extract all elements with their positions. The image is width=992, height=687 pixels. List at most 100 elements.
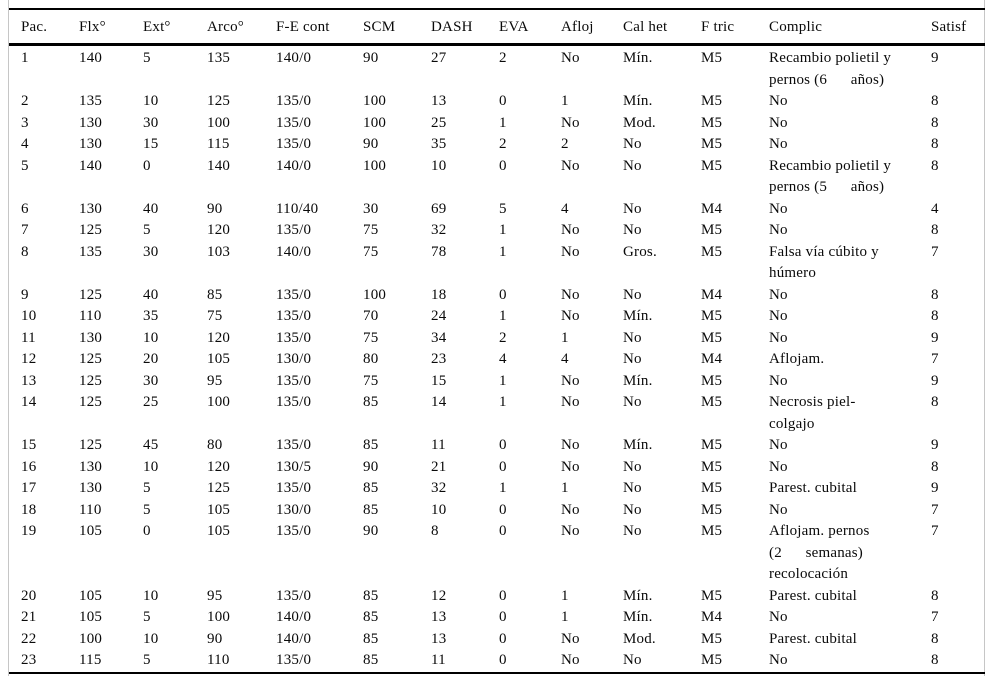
table-cell-scm: 85 [363,437,379,453]
table-cell-f-tric: M5 [701,437,723,453]
table-cell-scm: 90 [363,458,379,475]
table-cell-cal-het: No [623,157,642,174]
table-cell-ext: 10 [143,458,159,475]
table-cell-fe-cont: 140/0 [276,609,312,625]
table-cell-scm: 85 [363,630,379,647]
table-cell-dash: 35 [431,136,447,152]
table-cell-satisf: 8 [931,652,939,668]
table-cell-dash: 13 [431,630,447,647]
table-cell-satisf: 9 [931,329,939,346]
table-cell-complic: No [769,93,788,109]
table-cell-f-tric: M5 [701,587,723,604]
table-cell-f-tric: M5 [701,329,723,346]
table-cell-eva: 2 [499,136,507,152]
table-cell-satisf: 7 [931,501,939,518]
table-cell-eva: 0 [499,587,507,604]
table-row: 3 130 30 100 135/0 100 25 1 No Mod. M5 No 8 [9,113,985,135]
table-cell-complic: No [769,458,788,475]
table-cell-dash: 18 [431,286,447,303]
table-cell-dash: 34 [431,329,447,346]
table-cell-scm: 85 [363,394,379,410]
col-header-pac: Pac. [9,9,79,46]
table-cell-satisf: 9 [931,437,939,453]
table-cell-f-tric: M5 [701,394,723,410]
table-cell-satisf: 9 [931,480,939,496]
table-cell-satisf: 8 [931,114,939,131]
table-cell-pac: 5 [21,157,29,174]
table-cell-fe-cont: 135/0 [276,93,312,109]
table-cell-ext: 10 [143,329,159,346]
table-row: 9 125 40 85 135/0 100 18 0 No No M4 No 8 [9,285,985,307]
table-cell-afloj: No [561,437,580,453]
table-cell-cal-het: Mín. [623,609,653,625]
table-cell-scm: 75 [363,372,379,389]
table-cell-f-tric: M4 [701,286,723,303]
table-cell-scm: 100 [363,114,387,131]
table-cell-satisf: 8 [931,394,939,410]
table-cell-scm: 90 [363,136,379,152]
table-row: 1 140 5 135 140/0 90 27 2 No Mín. M5 Recambio polie… [9,45,985,92]
table-cell-f-tric: M5 [701,243,723,260]
table-cell-ext: 10 [143,587,159,604]
table-cell-satisf: 9 [931,50,939,66]
table-cell-dash: 14 [431,394,447,410]
table-cell-complic: No [769,652,788,668]
table-cell-dash: 15 [431,372,447,389]
table-cell-f-tric: M5 [701,157,723,174]
table-cell-cal-het: No [623,222,642,238]
table-cell-ext: 40 [143,286,159,303]
table-row: 10 110 35 75 135/0 70 24 1 No Mín. M5 No 8 [9,306,985,328]
table-cell-fe-cont: 135/0 [276,222,312,238]
table-cell-dash: 13 [431,609,447,625]
table-cell-arco: 125 [207,480,231,496]
table-cell-pac: 12 [21,351,37,367]
table-cell-satisf: 8 [931,222,939,238]
table-cell-arco: 135 [207,50,231,66]
table-cell-ext: 0 [143,157,151,174]
table-row: 4 130 15 115 135/0 90 35 2 2 No M5 No 8 [9,134,985,156]
table-row: 13 125 30 95 135/0 75 15 1 No Mín. M5 No 9 [9,371,985,393]
table-cell-f-tric: M4 [701,200,723,217]
table-cell-f-tric: M5 [701,652,723,668]
table-cell-cal-het: No [623,523,642,539]
table-cell-ext: 25 [143,394,159,410]
table-cell-afloj: No [561,114,580,131]
table-cell-flx: 130 [79,200,103,217]
table-cell-f-tric: M5 [701,308,723,324]
table-cell-arco: 103 [207,243,231,260]
table-cell-pac: 19 [21,523,37,539]
table-cell-dash: 69 [431,200,447,217]
table-cell-complic: No [769,308,788,324]
table-cell-complic: No [769,286,788,303]
table-cell-complic: Aflojam. [769,351,825,367]
table-header-row: Pac. Flx° Ext° Arco° F-E cont SCM DASH E… [9,9,985,46]
table-cell-complic: Recambio polietil y pernos (5 años) [769,157,892,196]
table-cell-scm: 75 [363,243,379,260]
table-cell-cal-het: Mod. [623,630,656,647]
table-cell-flx: 125 [79,394,103,410]
table-cell-ext: 10 [143,630,159,647]
table-cell-scm: 85 [363,480,379,496]
table-cell-arco: 105 [207,501,231,518]
table-cell-afloj: 1 [561,480,569,496]
table-cell-fe-cont: 135/0 [276,308,312,324]
table-cell-arco: 100 [207,114,231,131]
table-cell-ext: 30 [143,372,159,389]
table-cell-dash: 32 [431,480,447,496]
table-cell-arco: 110 [207,652,230,668]
table-row: 20 105 10 95 135/0 85 12 0 1 Mín. M5 Parest. cubita… [9,586,985,608]
table-cell-scm: 90 [363,523,379,539]
table-cell-afloj: No [561,652,580,668]
table-cell-eva: 0 [499,437,507,453]
table-cell-cal-het: No [623,458,642,475]
table-cell-pac: 2 [21,93,29,109]
table-cell-cal-het: No [623,501,642,518]
col-header-arco: Arco° [207,9,276,46]
table-cell-f-tric: M5 [701,50,723,66]
table-cell-eva: 4 [499,351,507,367]
table-cell-dash: 10 [431,501,447,518]
col-header-fe-cont: F-E cont [276,9,363,46]
table-cell-fe-cont: 140/0 [276,50,312,66]
table-cell-fe-cont: 135/0 [276,286,312,303]
table-cell-complic: No [769,222,788,238]
